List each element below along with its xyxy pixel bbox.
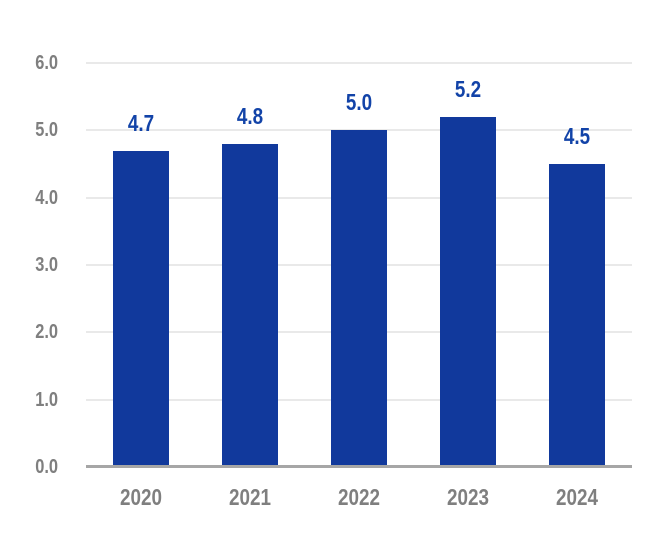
- plot-area: 4.7 4.8 5.0 5.2 4.5: [86, 62, 632, 468]
- x-axis-tick-2020: 2020: [119, 484, 162, 510]
- bar-value-label-2023: 5.2: [455, 75, 482, 102]
- y-axis-tick-3.0: 3.0: [35, 254, 58, 276]
- x-axis-tick-2022: 2022: [338, 484, 380, 510]
- bar-2020: [112, 150, 169, 467]
- bar-value-label-2022: 5.0: [345, 89, 373, 116]
- y-axis-tick-2.0: 2.0: [35, 321, 58, 344]
- bar-value-label-2024: 4.5: [564, 123, 591, 149]
- y-axis-tick-5.0: 5.0: [35, 119, 58, 142]
- x-axis-tick-2021: 2021: [228, 484, 271, 510]
- bar-value-label-2021: 4.8: [236, 102, 263, 129]
- gridline-6.0: [86, 62, 632, 64]
- x-axis-tick-2024: 2024: [556, 484, 599, 510]
- y-axis-tick-0.0: 0.0: [35, 456, 58, 478]
- bar-2021: [221, 143, 278, 467]
- y-axis-tick-6.0: 6.0: [35, 52, 58, 74]
- y-axis-tick-1.0: 1.0: [35, 388, 58, 411]
- bar-2022: [331, 130, 387, 467]
- bar-2024: [549, 164, 606, 467]
- x-axis-line: [86, 465, 632, 468]
- x-axis-tick-2023: 2023: [447, 484, 490, 510]
- bar-2023: [440, 116, 497, 467]
- y-axis-tick-4.0: 4.0: [35, 186, 58, 209]
- bar-value-label-2020: 4.7: [127, 109, 154, 136]
